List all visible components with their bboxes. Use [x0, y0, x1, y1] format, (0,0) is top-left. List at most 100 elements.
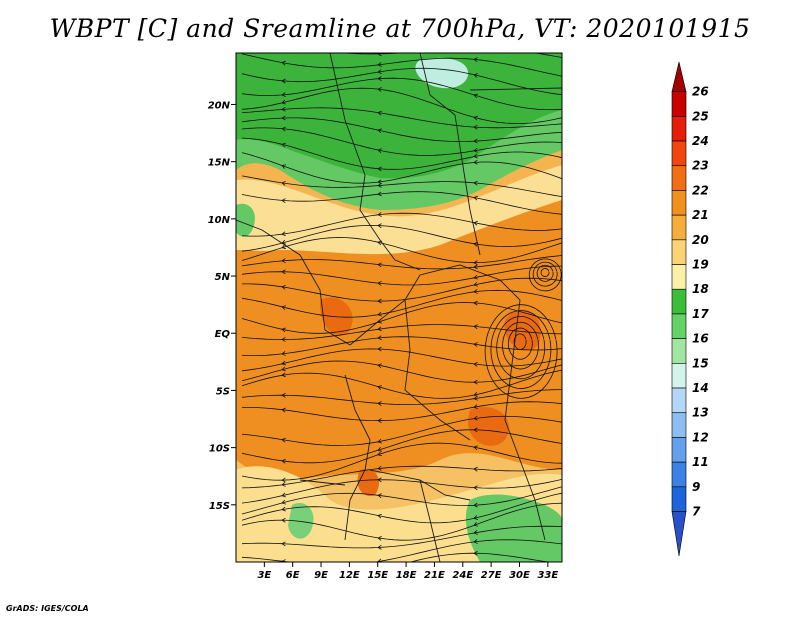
- streamline-arrow: [473, 392, 478, 397]
- streamline-arrow: [473, 195, 478, 201]
- streamline: [241, 324, 562, 340]
- streamline-arrow: [473, 180, 478, 186]
- colorbar-swatch: [671, 363, 687, 389]
- lat-label: 15S: [209, 501, 230, 512]
- streamline-arrow: [281, 198, 286, 203]
- colorbar-swatch: [671, 239, 687, 265]
- streamline: [241, 465, 562, 489]
- streamline-arrow: [281, 366, 286, 372]
- plot-frame: [235, 52, 563, 563]
- streamline-arrow: [281, 482, 286, 487]
- streamline: [241, 289, 562, 318]
- map-title: WBPT [C] and Sreamline at 700hPa, VT: 20…: [49, 14, 751, 43]
- streamline-arrow: [377, 438, 382, 444]
- streamline-arrow: [377, 76, 382, 81]
- streamline: [507, 327, 533, 360]
- lon-label: 6E: [286, 570, 300, 581]
- colorbar-swatch: [671, 61, 687, 92]
- streamline-arrow: [473, 466, 478, 472]
- colorbar-swatch: [671, 412, 687, 438]
- streamline: [490, 310, 552, 389]
- streamline-arrow: [281, 115, 286, 121]
- streamline-arrow: [377, 451, 382, 457]
- colorbar-swatch: [671, 461, 687, 488]
- streamline: [241, 415, 562, 446]
- grads-credit: GrADS: IGES/COLA: [6, 604, 89, 613]
- streamline-arrow: [281, 337, 286, 342]
- streamline-arrow: [473, 281, 478, 287]
- streamline-arrow: [281, 180, 286, 186]
- streamline-arrow: [377, 53, 382, 57]
- streamline-arrow: [377, 179, 382, 185]
- wbpt-green-southwest: [288, 502, 314, 539]
- wbpt-pale-band: [236, 165, 562, 255]
- wbpt-green-dark: [236, 53, 562, 179]
- streamline-arrow: [473, 404, 478, 410]
- colorbar-label: 22: [692, 183, 709, 197]
- streamline-arrow: [281, 360, 286, 366]
- streamline-arrow: [473, 445, 478, 451]
- streamline: [241, 224, 562, 252]
- streamline-arrow: [473, 324, 478, 330]
- streamline-arrow: [281, 164, 287, 169]
- latitude-axis: 20N 15N 10N 5N EQ 5S 10S 15S: [208, 100, 236, 512]
- streamline-arrow: [281, 517, 286, 523]
- streamline-arrow: [377, 544, 382, 550]
- lon-label: 12E: [339, 570, 360, 581]
- streamline-arrow: [377, 318, 382, 324]
- streamline-arrow: [473, 539, 478, 544]
- colorbar-label: 14: [692, 381, 709, 395]
- streamline-arrow: [281, 244, 286, 250]
- streamline-arrow: [377, 535, 382, 541]
- streamline-arrow: [281, 269, 286, 275]
- colorbar-label: 20: [692, 233, 709, 247]
- colorbar-swatch: [671, 511, 687, 557]
- colorbar-label: 18: [692, 282, 709, 296]
- streamline-arrow: [281, 492, 286, 498]
- colorbar-swatch: [671, 437, 687, 463]
- streamline: [484, 304, 558, 399]
- streamline: [241, 152, 562, 184]
- streamline: [241, 539, 562, 562]
- streamline: [241, 87, 562, 124]
- streamline-arrow: [473, 515, 478, 520]
- streamline: [241, 67, 562, 96]
- streamline-arrow: [377, 87, 382, 92]
- colorbar: 26 25 24 23 22 21 20 19 18 17 16 15 14 13 12 11 9 7: [671, 61, 709, 557]
- streamline-arrow: [473, 124, 478, 130]
- streamline-arrow: [281, 458, 286, 464]
- colorbar-label: 9: [692, 480, 700, 494]
- streamline-arrow: [473, 289, 478, 294]
- colorbar-swatch: [671, 165, 687, 191]
- lon-label: 33E: [537, 570, 558, 581]
- colorbar-label: 15: [692, 356, 709, 370]
- colorbar-label: 17: [692, 307, 709, 321]
- streamline-arrow: [377, 363, 382, 369]
- lat-label: EQ: [215, 329, 231, 340]
- streamline: [241, 360, 562, 383]
- streamline: [536, 264, 554, 282]
- streamline: [241, 175, 562, 197]
- streamline-arrow: [281, 305, 286, 310]
- streamline-arrow: [377, 281, 382, 286]
- streamline: [241, 237, 562, 264]
- streamline-arrow: [473, 415, 478, 421]
- colorbar-swatch: [671, 190, 687, 216]
- streamline-arrow: [473, 300, 478, 306]
- streamline-arrow: [473, 342, 478, 347]
- streamline-arrow: [473, 485, 478, 491]
- streamline-arrow: [377, 493, 382, 499]
- colorbar-label: 13: [692, 406, 709, 420]
- streamline-arrow: [473, 241, 478, 247]
- streamline-arrow: [377, 326, 382, 332]
- colorbar-label: 12: [692, 430, 709, 444]
- streamline: [241, 442, 562, 481]
- streamline-arrow: [473, 427, 478, 433]
- colorbar-label: 25: [692, 109, 709, 123]
- streamline: [409, 552, 551, 562]
- streamline: [241, 77, 562, 111]
- streamline: [241, 492, 562, 524]
- streamline-arrow: [377, 240, 382, 246]
- streamline: [502, 321, 539, 370]
- streamline: [241, 107, 562, 129]
